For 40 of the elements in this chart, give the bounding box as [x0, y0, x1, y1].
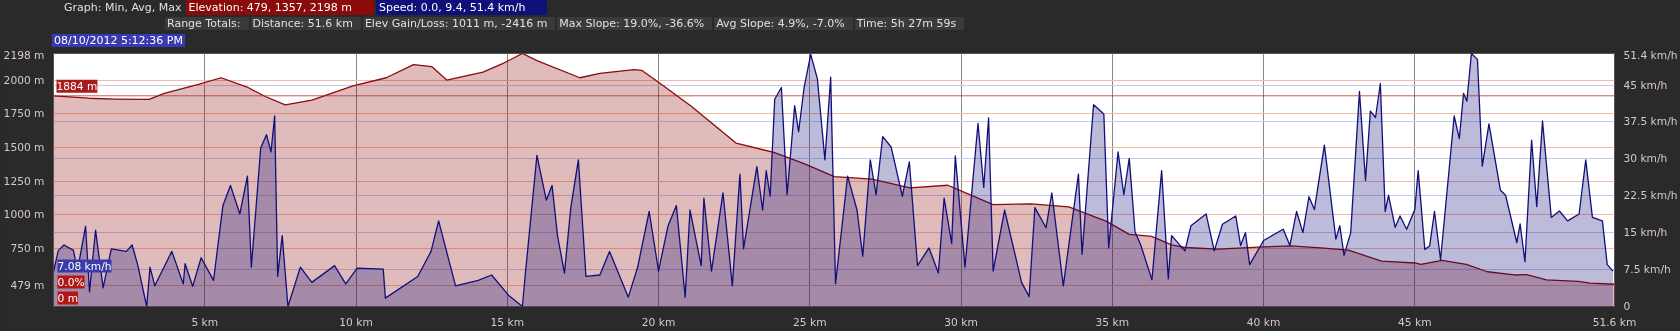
x-tick-label: 10 km	[339, 315, 373, 329]
y-tick-label: 750 m	[10, 242, 45, 256]
annotation: 0 m	[57, 291, 79, 305]
y-tick-label: 1500 m	[3, 141, 45, 155]
y-tick-label: 2000 m	[3, 73, 45, 87]
text: Time: 5h 27m 59s	[854, 17, 965, 30]
x-tick-label: 30 km	[944, 315, 978, 329]
text: Elevation: 479, 1357, 2198 m	[185, 0, 375, 15]
x-tick-label: 5 km	[191, 315, 219, 329]
text: Range Totals:	[165, 17, 249, 30]
text: Distance: 51.6 km	[250, 17, 361, 30]
y2-tick-label: 51.4 km/h	[1623, 48, 1678, 62]
text: 08/10/2012 5:12:36 PM	[52, 34, 185, 47]
x-tick-label: 20 km	[641, 315, 676, 329]
y-tick-label: 2198 m	[3, 48, 45, 62]
annotation: 7.08 km/h	[57, 259, 112, 273]
text: Speed: 0.0, 9.4, 51.4 km/h	[376, 0, 548, 15]
y-tick-label: 1250 m	[3, 174, 45, 188]
y-tick-label: 1750 m	[3, 107, 45, 121]
y2-tick-label: 7.5 km/h	[1623, 263, 1671, 277]
x-tick-label: 35 km	[1095, 315, 1130, 329]
y2-tick-label: 15 km/h	[1623, 226, 1668, 240]
ref-line-label: 1884 m	[56, 79, 98, 93]
y2-tick-label: 0	[1623, 300, 1631, 313]
text: Max Slope: 19.0%, -36.6%	[557, 17, 713, 30]
y-tick-label: 1000 m	[3, 208, 45, 222]
y2-tick-label: 45 km/h	[1623, 78, 1668, 92]
legend-title: Graph: Min, Avg, Max	[64, 0, 182, 15]
x-tick-label: 15 km	[490, 315, 525, 329]
y2-tick-label: 22.5 km/h	[1623, 189, 1678, 203]
text: Avg Slope: 4.9%, -7.0%	[714, 17, 853, 30]
x-tick-label: 45 km	[1398, 315, 1432, 329]
x-tick-label: 40 km	[1246, 315, 1281, 329]
y-tick-label: 479 m	[10, 278, 45, 292]
y2-tick-label: 30 km/h	[1623, 152, 1668, 166]
text: Elev Gain/Loss: 1011 m, -2416 m	[362, 17, 556, 30]
y2-tick-label: 37.5 km/h	[1623, 115, 1678, 129]
annotation: 0.0%	[57, 275, 85, 289]
x-tick-label: 25 km	[793, 315, 827, 329]
x-tick-label: 51.6 km	[1592, 315, 1637, 329]
